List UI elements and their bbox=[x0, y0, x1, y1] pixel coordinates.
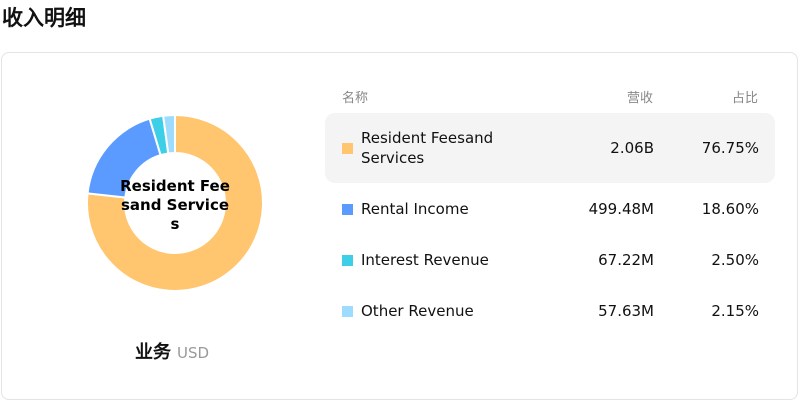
table-row[interactable]: Rental Income 499.48M 18.60% bbox=[325, 174, 775, 244]
table-row[interactable]: Resident Feesand Services 2.06B 76.75% bbox=[325, 113, 775, 183]
row-name: Resident Feesand Services bbox=[361, 129, 494, 167]
business-label: 业务 USD bbox=[135, 338, 209, 364]
table-row[interactable]: Interest Revenue 67.22M 2.50% bbox=[325, 225, 775, 295]
donut-slice[interactable] bbox=[162, 113, 176, 155]
row-name: Rental Income bbox=[361, 200, 469, 218]
row-share: 18.60% bbox=[701, 200, 759, 218]
donut-slice[interactable] bbox=[86, 113, 264, 292]
row-name: Other Revenue bbox=[361, 302, 474, 320]
currency-label: USD bbox=[177, 344, 210, 362]
row-share: 2.15% bbox=[711, 302, 759, 320]
donut-chart bbox=[86, 113, 264, 292]
legend-swatch bbox=[342, 255, 353, 266]
row-revenue: 499.48M bbox=[588, 200, 654, 218]
donut-center-label: Resident Feesand Services bbox=[120, 177, 230, 233]
legend-swatch bbox=[342, 306, 353, 317]
header-name: 名称 bbox=[342, 91, 369, 106]
row-revenue: 2.06B bbox=[610, 139, 654, 157]
row-share: 76.75% bbox=[701, 139, 759, 157]
header-revenue: 营收 bbox=[627, 91, 654, 106]
row-name: Interest Revenue bbox=[361, 251, 489, 269]
row-revenue: 67.22M bbox=[598, 251, 654, 269]
header-share: 占比 bbox=[732, 91, 759, 106]
legend-swatch bbox=[342, 204, 353, 215]
table-row[interactable]: Other Revenue 57.63M 2.15% bbox=[325, 276, 775, 346]
legend-swatch bbox=[342, 143, 353, 154]
row-share: 2.50% bbox=[711, 251, 759, 269]
revenue-card bbox=[1, 52, 798, 400]
row-revenue: 57.63M bbox=[598, 302, 654, 320]
page-title: 收入明细 bbox=[2, 6, 86, 30]
business-title: 业务 bbox=[135, 342, 171, 363]
